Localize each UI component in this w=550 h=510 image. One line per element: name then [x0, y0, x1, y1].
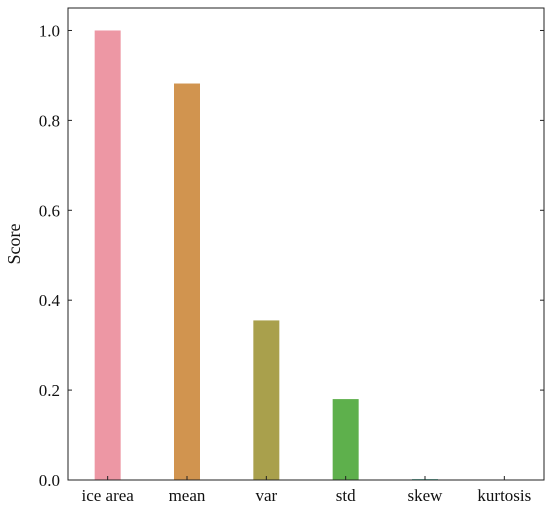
bar-var — [253, 320, 280, 480]
x-tick-label: skew — [408, 486, 444, 505]
bar-ice-area — [94, 30, 121, 480]
y-axis-ticks: 0.0 0.2 0.4 0.6 0.8 1.0 — [39, 21, 544, 490]
x-axis-ticks: ice area mean var std skew kurtosis — [81, 476, 531, 505]
x-tick-label: kurtosis — [477, 486, 531, 505]
plot-frame — [67, 7, 545, 481]
bar-std — [332, 399, 359, 480]
y-tick-label: 0.8 — [39, 111, 60, 130]
x-tick-label: mean — [169, 486, 206, 505]
y-axis-label: Score — [4, 223, 24, 264]
y-tick-label: 0.2 — [39, 381, 60, 400]
y-tick-label: 0.4 — [39, 291, 61, 310]
x-tick-label: ice area — [81, 486, 134, 505]
bar-mean — [174, 83, 200, 481]
y-tick-label: 1.0 — [39, 21, 60, 40]
x-tick-label: std — [336, 486, 356, 505]
bars-group — [94, 30, 438, 481]
y-tick-label: 0.6 — [39, 201, 60, 220]
x-tick-label: var — [255, 486, 277, 505]
y-tick-label: 0.0 — [39, 471, 60, 490]
